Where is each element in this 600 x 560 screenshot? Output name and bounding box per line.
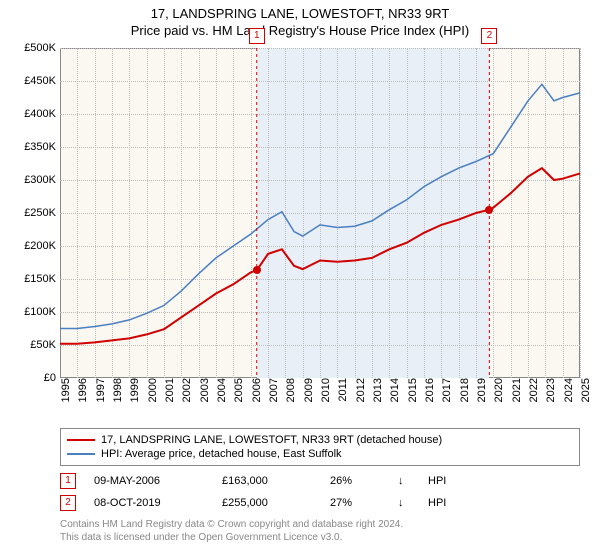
sale-marker-box: 1 (249, 28, 265, 44)
x-tick-label: 2020 (489, 378, 505, 402)
legend-item: HPI: Average price, detached house, East… (67, 447, 573, 461)
legend-label: HPI: Average price, detached house, East… (101, 448, 342, 460)
x-tick-label: 2001 (160, 378, 176, 402)
y-tick-label: £100K (24, 306, 60, 318)
x-tick-label: 2013 (368, 378, 384, 402)
y-tick-label: £450K (24, 75, 60, 87)
chart-container: 17, LANDSPRING LANE, LOWESTOFT, NR33 9RT… (0, 0, 600, 560)
x-tick-label: 2010 (316, 378, 332, 402)
x-tick-label: 2008 (281, 378, 297, 402)
x-tick-label: 1997 (91, 378, 107, 402)
title-block: 17, LANDSPRING LANE, LOWESTOFT, NR33 9RT… (0, 0, 600, 38)
x-tick-label: 2011 (333, 378, 349, 402)
x-tick-label: 2006 (247, 378, 263, 402)
sale-marker-dot (485, 206, 493, 214)
y-tick-label: £400K (24, 108, 60, 120)
x-tick-label: 2015 (403, 378, 419, 402)
x-tick-label: 2017 (437, 378, 453, 402)
x-tick-label: 2014 (385, 378, 401, 402)
legend-swatch (67, 453, 95, 455)
x-tick-label: 2002 (177, 378, 193, 402)
y-tick-label: £50K (30, 339, 60, 351)
x-tick-label: 2005 (229, 378, 245, 402)
x-tick-label: 1998 (108, 378, 124, 402)
y-tick-label: £200K (24, 240, 60, 252)
down-arrow-icon: ↓ (398, 475, 410, 487)
x-tick-label: 2003 (195, 378, 211, 402)
x-tick-label: 2016 (420, 378, 436, 402)
x-tick-label: 2000 (143, 378, 159, 402)
sale-number-box: 1 (60, 473, 76, 489)
sales-row: 1 09-MAY-2006 £163,000 26% ↓ HPI (60, 470, 580, 492)
line-series-svg (60, 48, 580, 378)
sales-row: 2 08-OCT-2019 £255,000 27% ↓ HPI (60, 492, 580, 514)
x-tick-label: 1995 (56, 378, 72, 402)
sale-date: 09-MAY-2006 (94, 475, 204, 487)
x-tick-label: 2022 (524, 378, 540, 402)
legend-label: 17, LANDSPRING LANE, LOWESTOFT, NR33 9RT… (101, 434, 442, 446)
down-arrow-icon: ↓ (398, 497, 410, 509)
sale-marker-box: 2 (481, 28, 497, 44)
x-tick-label: 2007 (264, 378, 280, 402)
sale-date: 08-OCT-2019 (94, 497, 204, 509)
sale-pct: 27% (330, 497, 380, 509)
legend: 17, LANDSPRING LANE, LOWESTOFT, NR33 9RT… (60, 428, 580, 466)
subtitle: Price paid vs. HM Land Registry's House … (0, 23, 600, 38)
sale-price: £163,000 (222, 475, 312, 487)
sales-table: 1 09-MAY-2006 £163,000 26% ↓ HPI 2 08-OC… (60, 470, 580, 514)
x-tick-label: 1996 (73, 378, 89, 402)
x-tick-label: 2009 (299, 378, 315, 402)
sale-vs: HPI (428, 475, 446, 487)
sale-number-box: 2 (60, 495, 76, 511)
sale-marker-dot (253, 266, 261, 274)
sale-pct: 26% (330, 475, 380, 487)
address-title: 17, LANDSPRING LANE, LOWESTOFT, NR33 9RT (0, 6, 600, 21)
x-tick-label: 2018 (455, 378, 471, 402)
legend-item: 17, LANDSPRING LANE, LOWESTOFT, NR33 9RT… (67, 433, 573, 447)
x-tick-label: 2021 (507, 378, 523, 402)
legend-swatch (67, 439, 95, 441)
attribution-line: This data is licensed under the Open Gov… (60, 531, 580, 544)
attribution: Contains HM Land Registry data © Crown c… (60, 518, 580, 544)
chart-area: 12 £0£50K£100K£150K£200K£250K£300K£350K£… (60, 48, 580, 378)
y-tick-label: £350K (24, 141, 60, 153)
x-tick-label: 2024 (559, 378, 575, 402)
attribution-line: Contains HM Land Registry data © Crown c… (60, 518, 580, 531)
y-tick-label: £500K (24, 42, 60, 54)
x-tick-label: 2004 (212, 378, 228, 402)
x-tick-label: 2025 (576, 378, 592, 402)
x-tick-label: 1999 (125, 378, 141, 402)
x-tick-label: 2023 (541, 378, 557, 402)
hpi-line (60, 84, 580, 328)
y-tick-label: £150K (24, 273, 60, 285)
x-tick-label: 2012 (351, 378, 367, 402)
sale-vs: HPI (428, 497, 446, 509)
x-tick-label: 2019 (472, 378, 488, 402)
sale-price: £255,000 (222, 497, 312, 509)
y-tick-label: £300K (24, 174, 60, 186)
y-tick-label: £250K (24, 207, 60, 219)
